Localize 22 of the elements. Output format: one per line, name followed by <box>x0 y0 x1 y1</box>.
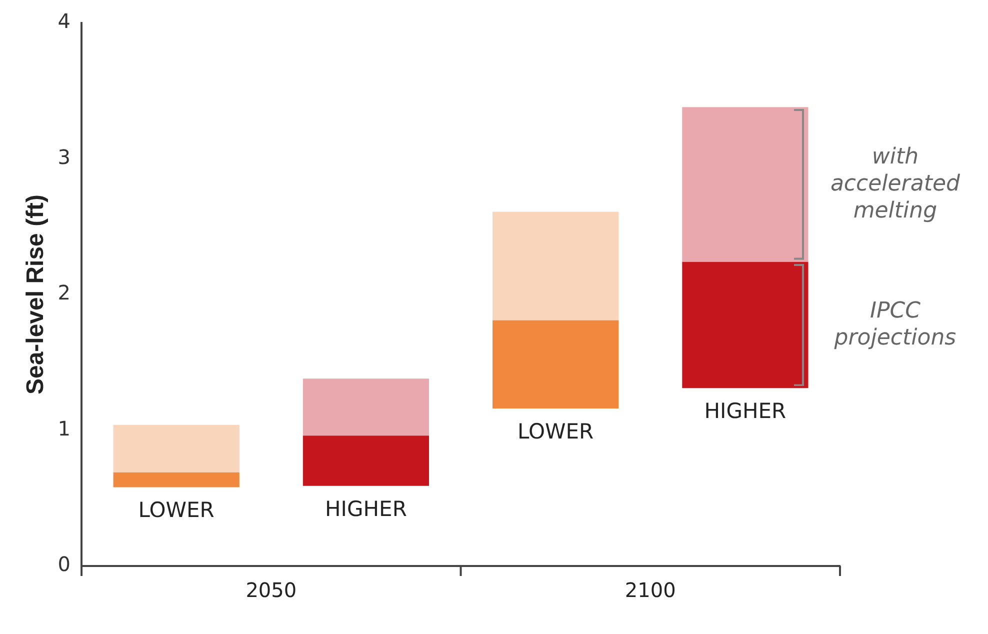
y-axis-title: Sea-level Rise (ft) <box>22 194 50 395</box>
bar <box>302 436 429 486</box>
y-tick-label: 2 <box>58 280 71 305</box>
text: 2100 <box>624 578 676 602</box>
y-tick-label: 4 <box>58 9 71 34</box>
y-tick-label: 0 <box>58 552 71 576</box>
bar <box>302 378 429 436</box>
series-label: IPCC projections <box>833 298 956 350</box>
series-label: with accelerated melting <box>830 144 961 224</box>
bar <box>682 107 808 262</box>
bar <box>113 424 240 472</box>
x-tick-label: HIGHER <box>324 496 407 521</box>
y-tick-label: 3 <box>58 144 71 169</box>
bar <box>492 320 619 409</box>
y-tick-label: 1 <box>58 416 71 440</box>
text: 2050 <box>246 578 297 602</box>
bar <box>113 472 240 488</box>
bar <box>492 212 619 320</box>
x-tick-label: LOWER <box>518 419 594 444</box>
x-tick-label: LOWER <box>138 498 214 522</box>
bar <box>682 262 808 388</box>
x-tick-label: HIGHER <box>704 399 786 424</box>
